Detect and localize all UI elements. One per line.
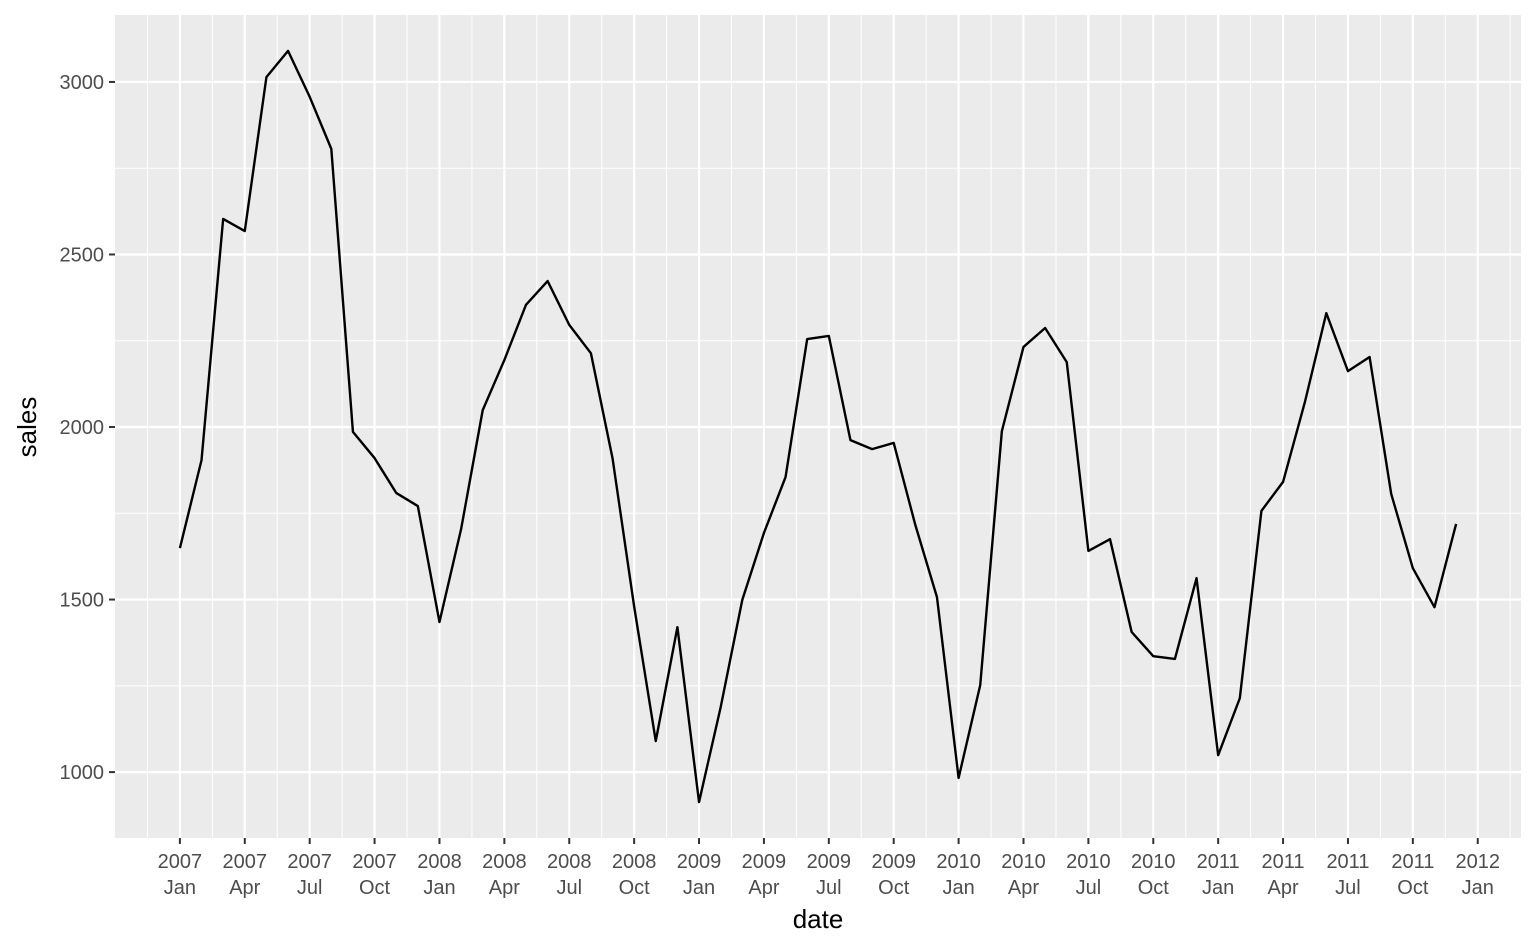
x-tick-label: 2011 Apr [1262,851,1305,899]
x-tick-label: 2008 Jul [547,851,592,899]
x-tick-label: 2008 Oct [612,851,657,899]
x-tick-label: 2007 Jan [158,851,203,899]
x-tick-label: 2009 Apr [742,851,787,899]
y-axis-title: sales [12,397,42,458]
x-tick-label: 2007 Oct [352,851,397,899]
y-tick-label: 2500 [60,244,105,266]
y-tick-label: 3000 [60,72,105,94]
x-tick-label: 2007 Jul [287,851,332,899]
line [178,49,1458,804]
x-tick-label: 2008 Apr [482,851,527,899]
x-tick-label: 2011 Jul [1326,851,1369,899]
x-tick-label: 2011 Oct [1391,851,1434,899]
x-tick-label: 2010 Oct [1131,851,1176,899]
y-tick-label: 2000 [60,417,105,439]
x-tick-label: 2007 Apr [223,851,268,899]
x-axis-title: date [793,904,844,934]
x-tick-label: 2009 Jan [677,851,722,899]
x-tick-label: 2010 Jul [1066,851,1111,899]
x-tick-label: 2008 Jan [417,851,462,899]
x-tick-label: 2012 Jan [1455,851,1500,899]
y-tick-label: 1000 [60,762,105,784]
x-tick-label: 2010 Apr [1001,851,1046,899]
x-tick-label: 2009 Jul [807,851,852,899]
y-tick-label: 1500 [60,590,105,612]
x-tick-label: 2011 Jan [1197,851,1240,899]
x-tick-label: 2009 Oct [871,851,916,899]
x-tick-label: 2010 Jan [936,851,981,899]
